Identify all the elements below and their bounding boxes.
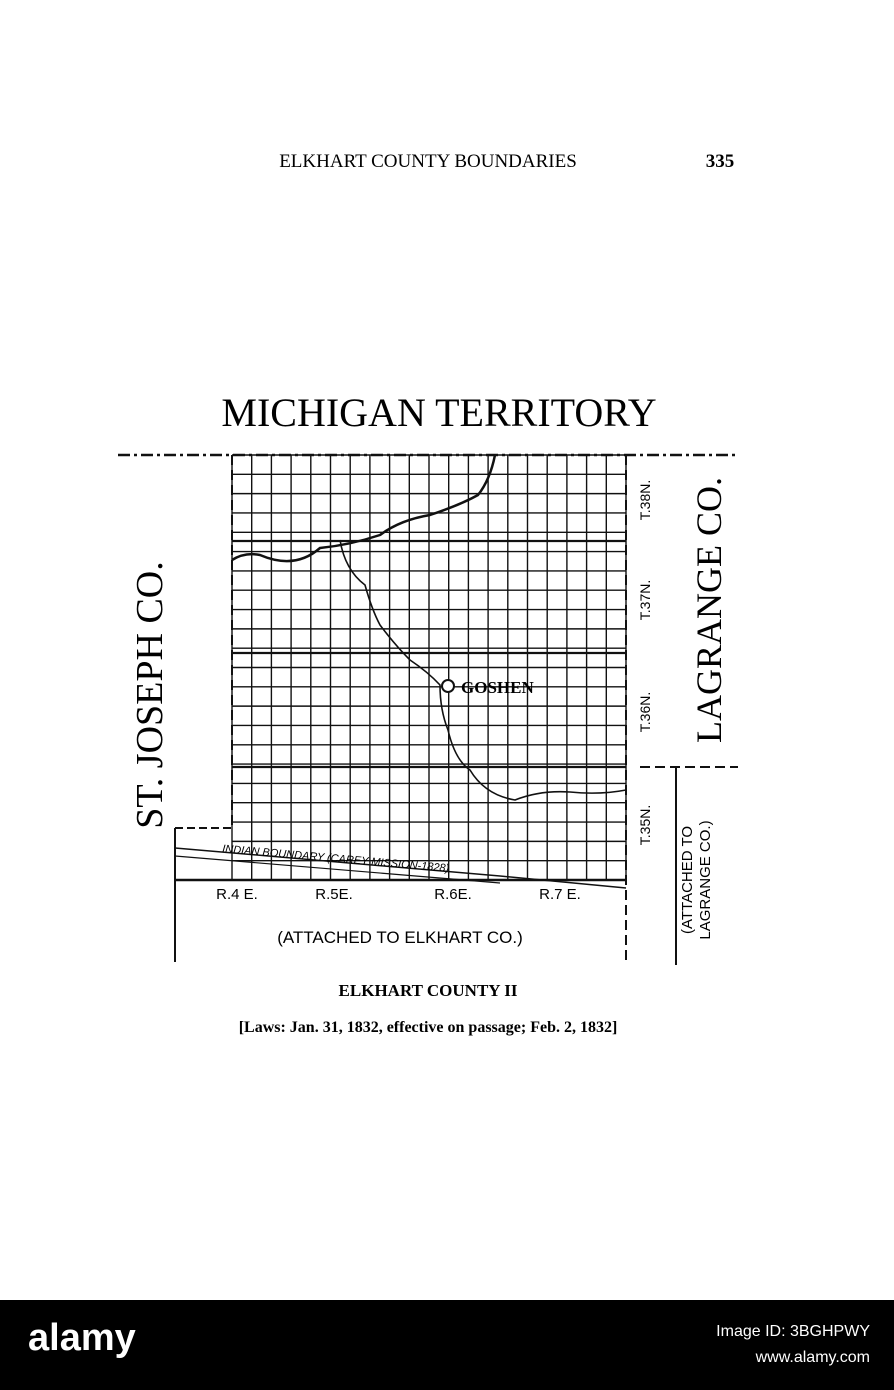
boundaries [118, 453, 738, 965]
indian-boundary-line [174, 847, 627, 889]
range-label: R.5E. [315, 886, 353, 903]
east-label: LAGRANGE CO. [689, 477, 729, 743]
range-label: R.7 E. [539, 886, 581, 903]
caption-title: ELKHART COUNTY II [339, 981, 518, 1000]
river [231, 454, 497, 563]
image-id: Image ID: 3BGHPWY [716, 1323, 870, 1340]
caption-text: [Laws: Jan. 31, 1832, effective on passa… [239, 1019, 618, 1036]
township-label: T.38N. [637, 480, 653, 520]
township-label: T.36N. [637, 692, 653, 732]
township-labels: T.38N. T.37N. T.36N. T.35N. [637, 480, 653, 845]
brand: alamy [28, 1317, 136, 1359]
map-title: MICHIGAN TERRITORY [221, 390, 656, 435]
range-label: R.4 E. [216, 886, 258, 903]
south-note: (ATTACHED TO ELKHART CO.) [277, 928, 523, 947]
running-head: ELKHART COUNTY BOUNDARIES [279, 151, 577, 172]
town-label: GOSHEN [461, 678, 534, 697]
township-label: T.35N. [637, 805, 653, 845]
range-labels: R.4 E. R.5E. R.6E. R.7 E. [216, 886, 581, 903]
town-marker [441, 679, 455, 693]
indian-boundary-line [174, 855, 501, 884]
east-note: LAGRANGE CO.) [697, 820, 714, 939]
range-label: R.6E. [434, 886, 472, 903]
west-label: ST. JOSEPH CO. [129, 561, 171, 828]
township-grid [231, 454, 627, 881]
township-label: T.37N. [637, 580, 653, 620]
east-note: (ATTACHED TO [679, 826, 696, 934]
page-number: 335 [706, 151, 735, 172]
river [339, 539, 627, 801]
footer-bar [0, 1300, 894, 1390]
site-url: www.alamy.com [755, 1349, 870, 1366]
